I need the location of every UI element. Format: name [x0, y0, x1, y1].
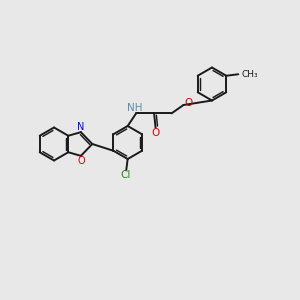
Text: O: O: [184, 98, 193, 109]
Text: O: O: [152, 128, 160, 138]
Text: Cl: Cl: [121, 170, 131, 180]
Text: O: O: [77, 156, 85, 166]
Text: CH₃: CH₃: [242, 70, 259, 79]
Text: NH: NH: [127, 103, 142, 113]
Text: N: N: [76, 122, 84, 132]
